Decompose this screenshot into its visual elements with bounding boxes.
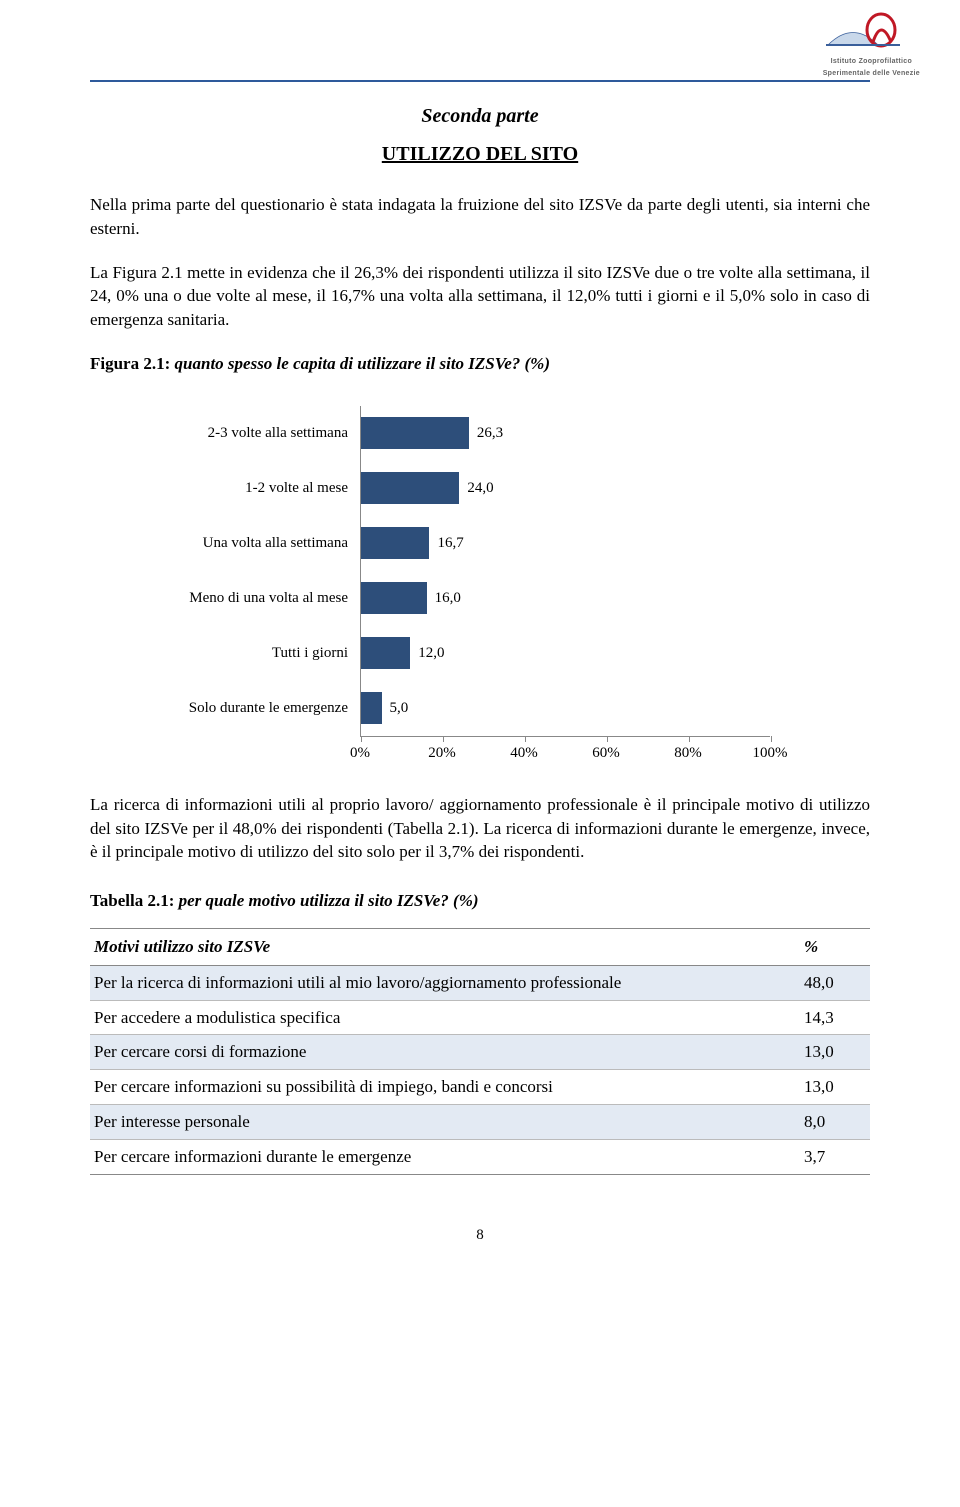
table-cell-label: Per la ricerca di informazioni utili al … [90, 965, 800, 1000]
chart-x-tick: 40% [510, 743, 538, 764]
table-cell-value: 13,0 [800, 1070, 870, 1105]
chart-x-tick: 60% [592, 743, 620, 764]
chart-bar-row: 5,0 [361, 681, 770, 736]
chart-bar-value: 16,0 [435, 588, 461, 609]
table-cell-label: Per cercare corsi di formazione [90, 1035, 800, 1070]
chart-x-tick: 0% [350, 743, 370, 764]
table-header-col1: Motivi utilizzo sito IZSVe [90, 928, 800, 965]
table-caption-prefix: Tabella 2.1: [90, 891, 174, 910]
table-row: Per cercare corsi di formazione13,0 [90, 1035, 870, 1070]
logo-text-1: Istituto Zooprofilattico [823, 57, 920, 67]
table-row: Per accedere a modulistica specifica14,3 [90, 1000, 870, 1035]
header-rule [90, 80, 870, 82]
figure-caption: Figura 2.1: quanto spesso le capita di u… [90, 352, 870, 376]
chart-bar-value: 16,7 [437, 533, 463, 554]
data-table: Motivi utilizzo sito IZSVe % Per la rice… [90, 928, 870, 1175]
chart-bar [361, 417, 469, 449]
table-row: Per la ricerca di informazioni utili al … [90, 965, 870, 1000]
table-cell-value: 14,3 [800, 1000, 870, 1035]
chart-x-tick: 80% [674, 743, 702, 764]
bar-chart: 2-3 volte alla settimana1-2 volte al mes… [150, 406, 770, 763]
figure-caption-prefix: Figura 2.1: [90, 354, 170, 373]
paragraph-1: Nella prima parte del questionario è sta… [90, 193, 870, 241]
chart-category-label: Meno di una volta al mese [150, 571, 360, 626]
chart-x-tick: 20% [428, 743, 456, 764]
logo: Istituto Zooprofilattico Sperimentale de… [823, 10, 920, 79]
table-cell-value: 3,7 [800, 1139, 870, 1174]
paragraph-2: La Figura 2.1 mette in evidenza che il 2… [90, 261, 870, 332]
chart-category-label: 1-2 volte al mese [150, 461, 360, 516]
chart-bar [361, 527, 429, 559]
table-caption: Tabella 2.1: per quale motivo utilizza i… [90, 889, 870, 913]
chart-bar-row: 16,7 [361, 516, 770, 571]
table-cell-label: Per accedere a modulistica specifica [90, 1000, 800, 1035]
chart-category-label: Tutti i giorni [150, 626, 360, 681]
chart-category-label: Una volta alla settimana [150, 516, 360, 571]
chart-tick-line [689, 736, 690, 742]
table-cell-label: Per cercare informazioni su possibilità … [90, 1070, 800, 1105]
chart-bar-row: 24,0 [361, 461, 770, 516]
table-caption-text: per quale motivo utilizza il sito IZSVe?… [174, 891, 478, 910]
chart-bar [361, 637, 410, 669]
chart-bar-row: 26,3 [361, 406, 770, 461]
chart-tick-line [443, 736, 444, 742]
table-cell-label: Per interesse personale [90, 1104, 800, 1139]
chart-bar-value: 26,3 [477, 423, 503, 444]
table-cell-value: 48,0 [800, 965, 870, 1000]
page-number: 8 [90, 1225, 870, 1246]
chart-bar [361, 472, 459, 504]
chart-plot-area: 26,3 24,0 16,7 16,0 12,0 5,0 [360, 406, 770, 737]
chart-bar-value: 5,0 [390, 698, 409, 719]
chart-tick-line [771, 736, 772, 742]
chart-y-labels: 2-3 volte alla settimana1-2 volte al mes… [150, 406, 360, 737]
chart-bar [361, 692, 382, 724]
table-cell-value: 13,0 [800, 1035, 870, 1070]
paragraph-3: La ricerca di informazioni utili al prop… [90, 793, 870, 864]
chart-category-label: 2-3 volte alla settimana [150, 406, 360, 461]
chart-bar-row: 16,0 [361, 571, 770, 626]
chart-x-tick: 100% [753, 743, 788, 764]
table-cell-label: Per cercare informazioni durante le emer… [90, 1139, 800, 1174]
section-title: Seconda parte [90, 102, 870, 130]
logo-icon [823, 10, 903, 55]
chart-bar-value: 12,0 [418, 643, 444, 664]
table-header-col2: % [800, 928, 870, 965]
table-row: Per interesse personale8,0 [90, 1104, 870, 1139]
figure-caption-text: quanto spesso le capita di utilizzare il… [170, 354, 550, 373]
table-cell-value: 8,0 [800, 1104, 870, 1139]
table-row: Per cercare informazioni durante le emer… [90, 1139, 870, 1174]
chart-tick-line [525, 736, 526, 742]
chart-x-axis: 0%20%40%60%80%100% [360, 743, 770, 763]
section-subtitle: UTILIZZO DEL SITO [90, 140, 870, 168]
table-row: Per cercare informazioni su possibilità … [90, 1070, 870, 1105]
chart-bar [361, 582, 427, 614]
chart-tick-line [361, 736, 362, 742]
chart-tick-line [607, 736, 608, 742]
chart-bar-value: 24,0 [467, 478, 493, 499]
logo-text-2: Sperimentale delle Venezie [823, 69, 920, 79]
chart-category-label: Solo durante le emergenze [150, 681, 360, 736]
chart-bar-row: 12,0 [361, 626, 770, 681]
